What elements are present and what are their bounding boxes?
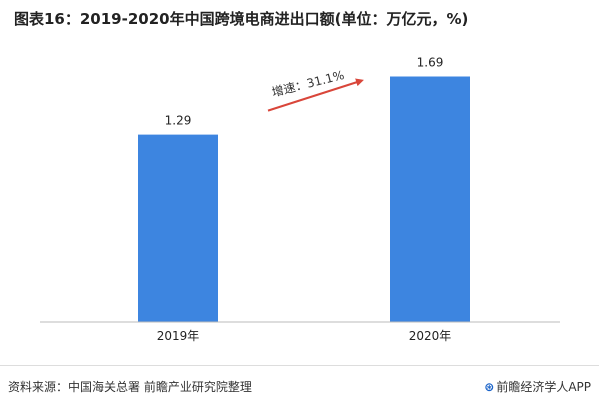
brand-credit: ⊛ 前瞻经济学人APP bbox=[484, 378, 591, 395]
brand-name: 前瞻经济学人APP bbox=[496, 380, 591, 394]
bar-1 bbox=[390, 76, 470, 322]
bar-0 bbox=[138, 134, 218, 322]
labels-layer: 1.29 2019年 1.69 2020年 bbox=[157, 56, 452, 343]
bars-layer bbox=[138, 76, 470, 322]
chart-title: 图表16：2019-2020年中国跨境电商进出口额(单位：万亿元，%) bbox=[14, 10, 469, 28]
growth-annotation: 增速：31.1% bbox=[270, 68, 345, 100]
x-tick-label-0: 2019年 bbox=[157, 329, 200, 343]
bar-chart: 1.29 2019年 1.69 2020年 增速：31.1% bbox=[40, 56, 560, 343]
value-label-0: 1.29 bbox=[165, 114, 192, 128]
growth-arrow bbox=[267, 78, 364, 112]
brand-logo-icon: ⊛ bbox=[484, 380, 495, 394]
source-note: 资料来源：中国海关总署 前瞻产业研究院整理 bbox=[8, 380, 252, 394]
value-label-1: 1.69 bbox=[417, 56, 444, 70]
footer-divider bbox=[0, 365, 599, 366]
x-tick-label-1: 2020年 bbox=[409, 329, 452, 343]
